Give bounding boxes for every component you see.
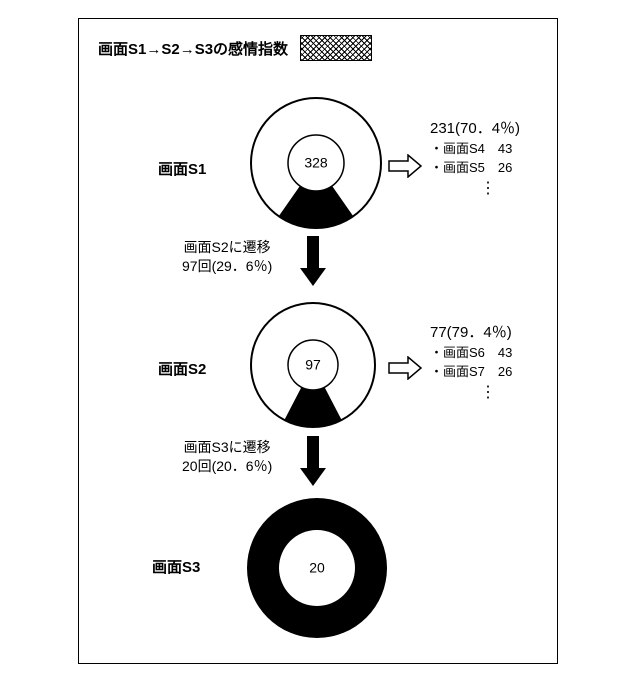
arrow-right-2 <box>388 356 422 380</box>
transition-1-line2: 97回(29．6％) <box>182 258 272 274</box>
side-exit-1-b1: ・画面S4 43 <box>430 140 520 159</box>
side-exit-1-b2: ・画面S5 26 <box>430 159 520 178</box>
side-exit-1: 231(70．4％) ・画面S4 43 ・画面S5 26 ⋮ <box>430 118 520 201</box>
transition-label-1: 画面S2に遷移 97回(29．6％) <box>182 238 272 276</box>
side-exit-2-b1: ・画面S6 43 <box>430 344 512 363</box>
transition-1-line1: 画面S2に遷移 <box>184 239 271 255</box>
side-exit-1-dots: ⋮ <box>480 177 520 200</box>
transition-2-line2: 20回(20．6％) <box>182 458 272 474</box>
side-exit-2: 77(79．4％) ・画面S6 43 ・画面S7 26 ⋮ <box>430 322 512 405</box>
ring-s2: 97 <box>248 300 378 430</box>
side-exit-2-dots: ⋮ <box>480 381 512 404</box>
transition-label-2: 画面S3に遷移 20回(20．6％) <box>182 438 272 476</box>
title-row: 画面S1→S2→S3の感情指数 <box>98 35 372 61</box>
svg-text:97: 97 <box>305 357 321 373</box>
arrow-right-1 <box>388 154 422 178</box>
ring-s1: 328 <box>248 95 384 231</box>
arrow-down-1 <box>300 236 326 286</box>
side-exit-1-head: 231(70．4％) <box>430 118 520 140</box>
svg-text:328: 328 <box>304 155 328 171</box>
side-exit-2-head: 77(79．4％) <box>430 322 512 344</box>
transition-2-line1: 画面S3に遷移 <box>184 439 271 455</box>
node-label-s3: 画面S3 <box>152 556 200 577</box>
arrow-down-2 <box>300 436 326 486</box>
diagram-canvas: 画面S1→S2→S3の感情指数 画面S1 画面S2 画面S3 328 97 20… <box>0 0 640 681</box>
node-label-s1: 画面S1 <box>158 158 206 179</box>
side-exit-2-b2: ・画面S7 26 <box>430 363 512 382</box>
ring-s3: 20 <box>244 495 390 641</box>
legend-hatch-box <box>300 35 372 61</box>
svg-text:20: 20 <box>309 560 325 576</box>
title-text: 画面S1→S2→S3の感情指数 <box>98 38 288 59</box>
node-label-s2: 画面S2 <box>158 358 206 379</box>
